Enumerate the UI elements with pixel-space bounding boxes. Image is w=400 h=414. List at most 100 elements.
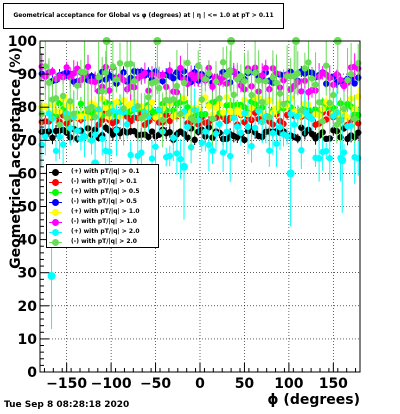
data-point	[298, 124, 305, 131]
legend-label: (+) with pT/|q| > 2.0	[71, 228, 140, 235]
data-point	[81, 133, 88, 140]
legend-marker-icon	[52, 229, 59, 236]
legend-entry: (+) with pT/|q| > 2.0	[47, 227, 158, 237]
data-point	[88, 137, 95, 144]
legend-entry: (-) with pT/|q| > 2.0	[47, 237, 158, 247]
data-point	[326, 99, 333, 107]
data-point	[131, 78, 138, 85]
data-point	[173, 150, 181, 157]
data-point	[216, 120, 223, 128]
data-point	[113, 76, 120, 83]
data-point	[323, 147, 330, 155]
data-point	[148, 155, 156, 162]
y-tick-label: 100	[8, 34, 37, 50]
data-point	[244, 68, 252, 75]
data-point	[113, 127, 120, 134]
data-point	[84, 63, 92, 70]
data-point	[308, 130, 316, 138]
data-point	[351, 80, 358, 87]
data-point	[148, 128, 156, 135]
legend-entry: (-) with pT/|q| > 0.1	[47, 177, 158, 187]
data-point	[166, 117, 173, 125]
data-point	[223, 128, 230, 136]
data-point	[209, 147, 216, 154]
data-point	[180, 79, 188, 87]
y-tick-label: 40	[18, 233, 38, 249]
data-point	[205, 102, 213, 110]
data-point	[198, 139, 205, 147]
data-point	[91, 78, 99, 86]
data-point	[127, 151, 134, 159]
data-point	[287, 110, 294, 118]
data-point	[63, 64, 70, 71]
data-point	[234, 123, 241, 130]
data-point	[219, 149, 227, 156]
data-point	[259, 72, 266, 79]
data-point	[170, 75, 177, 82]
data-point	[305, 59, 312, 66]
data-point	[347, 122, 355, 129]
legend-marker-icon	[52, 179, 59, 186]
legend-marker-icon	[52, 209, 59, 216]
data-point	[49, 68, 56, 75]
data-point	[159, 71, 166, 78]
data-point	[138, 149, 145, 156]
data-point	[184, 59, 191, 67]
data-point	[294, 112, 301, 120]
data-point	[347, 70, 355, 78]
data-point	[212, 130, 220, 137]
data-point	[106, 87, 113, 94]
data-point	[351, 115, 358, 123]
data-point	[219, 109, 227, 116]
data-point	[177, 110, 184, 118]
timestamp: Tue Sep 8 08:28:18 2020	[4, 400, 130, 410]
data-point	[166, 152, 173, 160]
data-point	[262, 64, 269, 72]
data-point	[152, 143, 159, 150]
data-point	[219, 59, 227, 66]
data-point	[141, 112, 149, 119]
data-point	[195, 62, 202, 69]
chart-title: Geometrical acceptance for Global vs φ (…	[13, 12, 274, 19]
legend-entry: (+) with pT/|q| > 0.5	[47, 187, 158, 197]
data-point	[241, 77, 248, 85]
data-point	[301, 65, 309, 72]
data-point	[173, 82, 181, 90]
data-point	[298, 88, 305, 95]
data-point	[216, 95, 223, 102]
data-point	[269, 129, 277, 137]
x-tick-label: −100	[91, 376, 132, 392]
data-point	[323, 62, 330, 69]
data-point	[70, 70, 77, 77]
x-tick-label: 100	[274, 376, 303, 392]
data-point	[127, 60, 134, 67]
x-tick-label: −150	[46, 376, 87, 392]
y-tick-label: 90	[18, 67, 38, 83]
legend-marker-icon	[52, 199, 59, 206]
x-tick-label: 50	[235, 376, 255, 392]
data-point	[91, 113, 99, 121]
legend-label: (+) with pT/|q| > 0.5	[71, 188, 140, 195]
legend-marker-icon	[52, 189, 59, 196]
data-point	[170, 134, 177, 142]
data-point	[230, 91, 237, 99]
data-point	[269, 74, 277, 81]
data-point	[198, 96, 205, 103]
data-point	[99, 135, 106, 142]
legend-label: (+) with pT/|q| > 1.0	[71, 208, 140, 215]
data-point	[177, 155, 184, 163]
data-point	[77, 100, 85, 107]
data-point	[286, 169, 295, 178]
y-tick-label: 0	[27, 365, 37, 381]
data-point	[45, 110, 53, 117]
data-point	[276, 90, 284, 97]
data-point	[42, 133, 49, 140]
data-point	[141, 69, 149, 77]
data-point	[244, 123, 252, 130]
x-tick-label: −50	[140, 376, 171, 392]
data-point	[180, 162, 188, 171]
legend: (+) with pT/|q| > 0.1 (-) with pT/|q| > 0…	[46, 164, 159, 248]
data-point	[166, 129, 173, 136]
data-point	[123, 121, 131, 128]
data-point	[344, 76, 351, 84]
